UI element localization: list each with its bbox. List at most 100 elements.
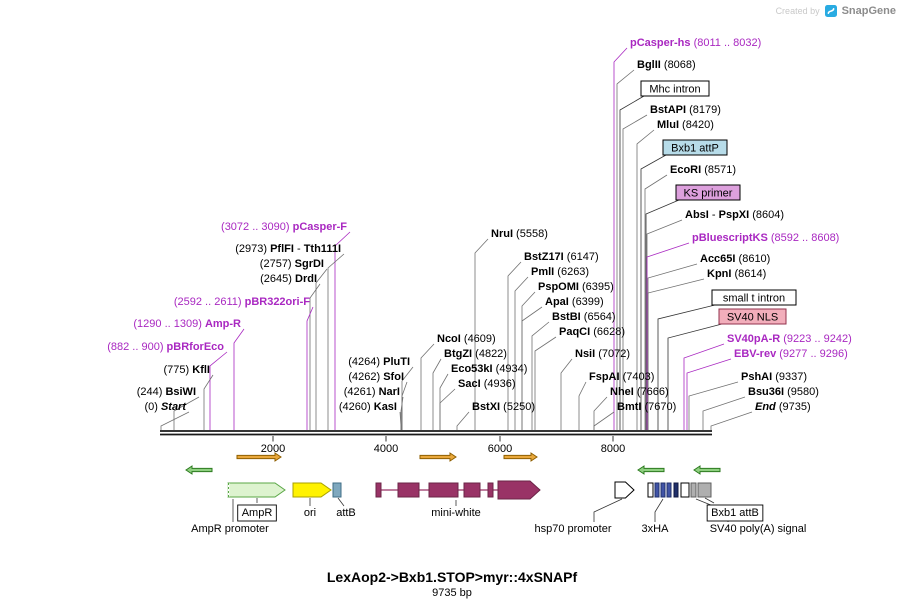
label-box-ks-primer	[675, 184, 741, 201]
label-mhc-intron: Mhc intron	[649, 84, 700, 96]
leader-ebv-rev	[686, 358, 732, 430]
leader-bglii	[616, 69, 635, 430]
label-nsii: NsiI (7072)	[575, 348, 630, 360]
feature-label-ampr-promoter-label: AmpR promoter	[191, 523, 269, 535]
mini-white-seg-4	[463, 482, 481, 498]
label-pspomi: PspOMI (6395)	[538, 281, 614, 293]
leader-pcasper-hs	[613, 47, 628, 430]
gray-seg-1	[690, 482, 697, 498]
leader-ks-primer	[645, 199, 680, 430]
leader-bxb1-attp	[640, 154, 667, 430]
leader-mhc-intron	[619, 95, 645, 430]
label-fspai: FspAI (7403)	[589, 371, 654, 383]
leader-ecori	[644, 174, 668, 430]
ruler-tick-label: 6000	[488, 443, 512, 455]
label-drdi: (2645) DrdI	[260, 273, 317, 285]
hsp70-arrow	[614, 481, 635, 499]
label-bstz17i: BstZ17I (6147)	[524, 251, 599, 263]
leader-sfoi	[401, 381, 408, 430]
label-pcasper-hs: pCasper-hs (8011 .. 8032)	[630, 37, 761, 49]
feature-label-hsp70-label: hsp70 promoter	[534, 523, 611, 535]
label-bxb1-attp: Bxb1 attP	[671, 143, 719, 155]
label-nhei: NheI (7666)	[610, 386, 669, 398]
label-pbr322ori-f: (2592 .. 2611) pBR322ori-F	[174, 296, 310, 308]
label-bstbi: BstBI (6564)	[552, 311, 616, 323]
label-kpni: KpnI (8614)	[707, 268, 766, 280]
mini-white-seg-3	[428, 482, 459, 498]
watermark-brand: SnapGene	[841, 5, 896, 17]
green-arrow-1	[185, 465, 213, 475]
watermark-created-by: Created by	[775, 6, 820, 16]
label-bstapi: BstAPI (8179)	[650, 104, 721, 116]
mini-white-seg-5	[487, 482, 494, 498]
leader-hsp70-label	[593, 498, 623, 522]
leader-pflfi-tth111i	[327, 253, 345, 430]
label-pcasper-f: (3072 .. 3090) pCasper-F	[221, 221, 347, 233]
label-start: (0) Start	[144, 401, 187, 413]
leader-drdi	[309, 283, 321, 430]
label-pmli: PmlI (6263)	[531, 266, 589, 278]
construct-footer: LexAop2->Bxb1.STOP>myr::4xSNAPf 9735 bp	[0, 569, 904, 599]
leader-nrui	[474, 238, 489, 430]
leader-bsu36i	[702, 396, 746, 430]
mini-white-arrow	[497, 480, 541, 500]
ruler-tick-label: 8000	[601, 443, 625, 455]
orange-arrow-2	[419, 452, 457, 462]
leader-pshai	[688, 381, 739, 430]
leader-bstxi	[456, 411, 470, 430]
label-box-sv40-nls	[718, 308, 787, 325]
label-bmti: BmtI (7670)	[617, 401, 676, 413]
label-bstxi: BstXI (5250)	[472, 401, 535, 413]
ha-bar-3	[666, 482, 672, 498]
ampr-arrow	[227, 482, 286, 498]
ha-bar-1	[654, 482, 660, 498]
leader-paqci	[534, 336, 557, 430]
label-absi-pspxi: AbsI - PspXI (8604)	[685, 209, 784, 221]
label-pbrforeco: (882 .. 900) pBRforEco	[107, 341, 224, 353]
mini-white-seg-2	[397, 482, 420, 498]
leader-pcasper-f	[334, 231, 351, 430]
leader-sv40pa-r	[683, 343, 725, 430]
label-ecori: EcoRI (8571)	[670, 164, 736, 176]
label-eco53ki: Eco53kI (4934)	[451, 363, 527, 375]
ha-bar-2	[660, 482, 666, 498]
stop-seg-white-1	[647, 482, 654, 498]
feature-label-ha-label: 3xHA	[642, 523, 670, 535]
feature-label-box-ampr-label	[237, 504, 277, 522]
leader-kasi	[399, 411, 402, 430]
leader-bstz17i	[507, 261, 522, 430]
label-box-mhc-intron	[640, 80, 710, 97]
label-pflfi-tth111i: (2973) PflFI - Tth111I	[235, 243, 341, 255]
label-box-small-t-intron	[711, 289, 797, 306]
leader-bxb1-attb-label	[704, 497, 715, 504]
leader-fspai	[578, 381, 587, 430]
green-arrow-3	[693, 465, 721, 475]
leader-pbluescriptks	[646, 242, 690, 430]
leader-kfli	[203, 374, 214, 430]
label-pluti: (4264) PluTI	[348, 356, 410, 368]
label-paqci: PaqCI (6628)	[559, 326, 625, 338]
label-sv40pa-r: SV40pA-R (9223 .. 9242)	[727, 333, 852, 345]
attb-box	[332, 482, 342, 498]
feature-label-ori-label: ori	[304, 507, 316, 519]
label-ks-primer: KS primer	[684, 188, 733, 200]
construct-title: LexAop2->Bxb1.STOP>myr::4xSNAPf	[326, 569, 578, 585]
leader-bsiwi	[173, 396, 200, 430]
label-bsu36i: Bsu36I (9580)	[748, 386, 819, 398]
dark-seg	[673, 482, 679, 498]
leader-bstapi	[622, 114, 648, 430]
leader-sgrdi	[315, 268, 328, 430]
label-end: End (9735)	[755, 401, 811, 413]
label-pshai: PshAI (9337)	[741, 371, 807, 383]
watermark: Created by SnapGene	[776, 5, 896, 17]
label-amp-r: (1290 .. 1309) Amp-R	[133, 318, 241, 330]
ruler-tick-label: 2000	[261, 443, 285, 455]
label-sv40-nls: SV40 NLS	[727, 312, 778, 324]
orange-arrow-1	[236, 452, 282, 462]
leader-attb-label	[337, 497, 345, 507]
ruler-tick-label: 4000	[374, 443, 398, 455]
feature-label-attb-label: attB	[336, 507, 356, 519]
label-mlui: MluI (8420)	[657, 119, 714, 131]
leader-amp-r	[233, 328, 245, 430]
label-box-bxb1-attp	[662, 139, 728, 156]
